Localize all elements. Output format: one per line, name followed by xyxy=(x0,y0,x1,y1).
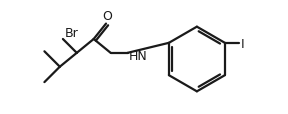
Text: HN: HN xyxy=(129,49,148,62)
Text: Br: Br xyxy=(65,27,78,40)
Text: O: O xyxy=(103,10,113,23)
Text: I: I xyxy=(241,38,245,51)
